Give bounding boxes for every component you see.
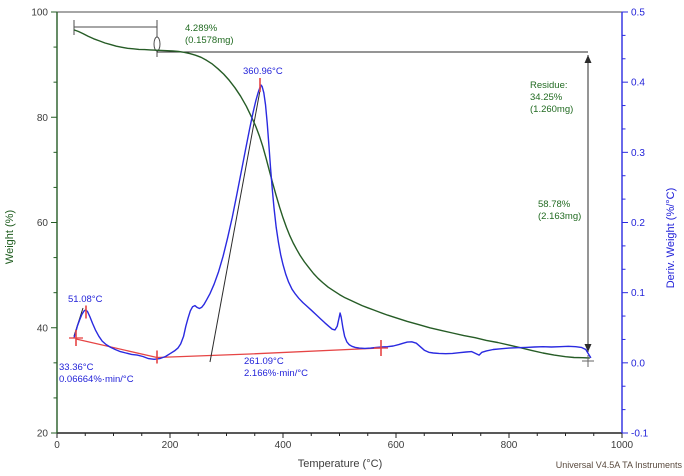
x-tick-label: 600 <box>388 440 405 451</box>
y-left-tick-label: 80 <box>37 113 49 124</box>
y-right-tick-label: 0.5 <box>631 8 645 19</box>
x-tick-label: 400 <box>275 440 292 451</box>
residue-drop-arrow-arrowhead-up <box>584 55 592 63</box>
label-onset1: 33.36°C 0.06664%·min/°C <box>59 362 134 385</box>
y-right-tick-label: 0.1 <box>631 288 645 299</box>
y-left-tick-label: 60 <box>37 218 49 229</box>
label-step1: 4.289% (0.1578mg) <box>185 23 234 46</box>
tangent-main-peak <box>209 84 262 363</box>
x-tick-label: 800 <box>501 440 518 451</box>
x-tick-label: 0 <box>54 440 60 451</box>
y-right-tick-label: 0.2 <box>631 218 645 229</box>
label-peak-temp: 360.96°C <box>243 66 283 77</box>
left-y-axis-title: Weight (%) <box>4 210 16 264</box>
deriv_weight-curve <box>73 84 592 360</box>
red-baseline <box>75 338 382 359</box>
weight-curve <box>73 29 590 359</box>
x-axis-title: Temperature (°C) <box>298 458 382 470</box>
step1-delta-ellipse <box>153 36 161 52</box>
y-left-tick-label: 20 <box>37 429 49 440</box>
right-y-axis-title: Deriv. Weight (%/°C) <box>665 188 677 289</box>
x-tick-label: 1000 <box>611 440 634 451</box>
label-step2: 58.78% (2.163mg) <box>538 199 581 222</box>
y-right-tick-label: -0.1 <box>631 429 649 440</box>
y-right-tick-label: 0.3 <box>631 148 645 159</box>
y-right-tick-label: 0.4 <box>631 78 645 89</box>
x-tick-label: 200 <box>162 440 179 451</box>
software-credit: Universal V4.5A TA Instruments <box>556 460 683 470</box>
label-onset1-peak: 51.08°C <box>68 294 103 305</box>
y-left-tick-label: 40 <box>37 323 49 334</box>
residue-drop-arrow-arrowhead-down <box>584 344 592 352</box>
label-onset2: 261.09°C 2.166%·min/°C <box>244 356 308 379</box>
y-right-tick-label: 0.0 <box>631 358 645 369</box>
label-residue: Residue: 34.25% (1.260mg) <box>530 80 573 115</box>
y-left-tick-label: 100 <box>31 8 48 19</box>
